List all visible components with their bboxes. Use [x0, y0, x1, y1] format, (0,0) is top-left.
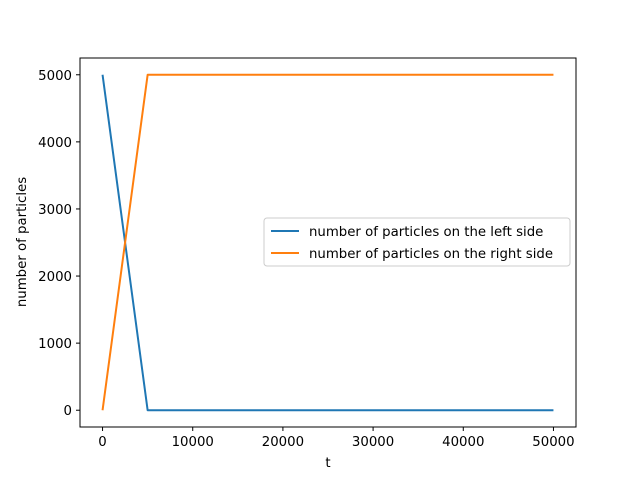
- x-tick-label: 10000: [172, 435, 214, 450]
- series-line-right: [101, 73, 554, 411]
- y-tick-label: 1000: [38, 337, 72, 352]
- series-layer: [101, 73, 554, 412]
- y-tick-label: 3000: [38, 203, 72, 218]
- y-tick-label: 5000: [38, 69, 72, 84]
- y-tick-label: 2000: [38, 270, 72, 285]
- x-tick-label: 40000: [442, 435, 484, 450]
- legend-entry-right: number of particles on the right side: [309, 247, 553, 262]
- series-line-left: [101, 74, 554, 412]
- x-tick-label: 20000: [262, 435, 304, 450]
- plot-border: [79, 57, 577, 428]
- legend-box: [263, 217, 571, 267]
- legend: number of particles on the left side num…: [263, 217, 571, 267]
- x-tick-label: 0: [98, 435, 106, 450]
- y-tick-label: 0: [64, 404, 72, 419]
- x-axis-ticks: 0 10000 20000 30000 40000 50000: [98, 427, 575, 450]
- legend-entry-left: number of particles on the left side: [309, 225, 543, 240]
- x-tick-label: 30000: [352, 435, 394, 450]
- x-axis-label: t: [325, 456, 330, 471]
- y-tick-label: 4000: [38, 136, 72, 151]
- x-tick-label: 50000: [532, 435, 574, 450]
- y-axis-ticks: 0 1000 2000 3000 4000 5000: [38, 69, 80, 419]
- y-axis-label: number of particles: [15, 177, 30, 307]
